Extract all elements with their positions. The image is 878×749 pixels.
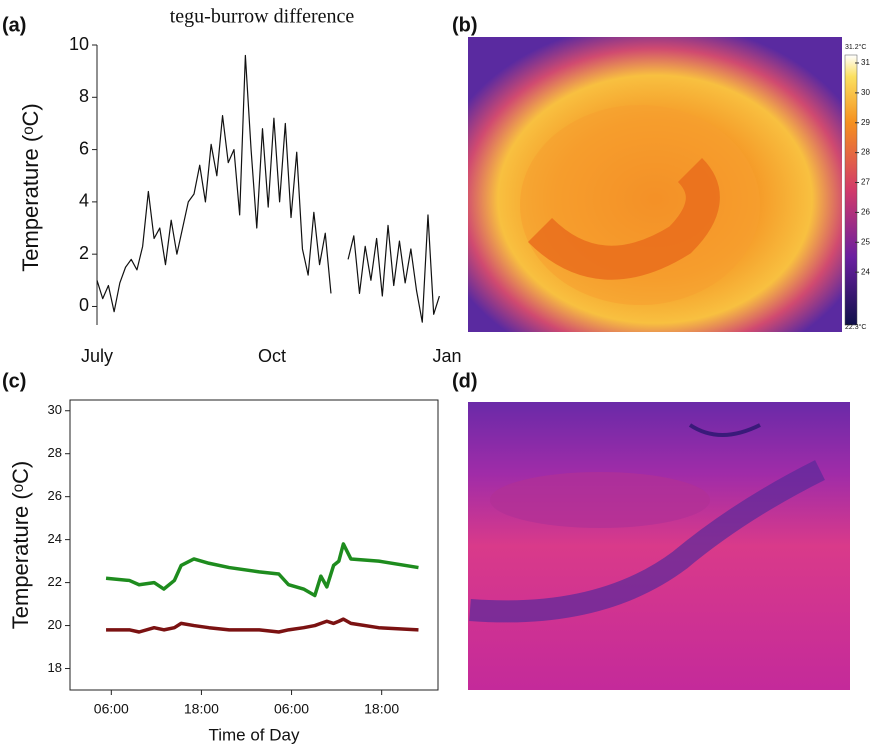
x-tick-label: 18:00 (364, 701, 399, 717)
panel-label: (c) (2, 370, 26, 392)
y-tick-label: 4 (79, 191, 89, 211)
x-tick-label: Oct (258, 346, 286, 366)
y-tick-label: 26 (48, 488, 62, 503)
x-tick-label: 06:00 (274, 701, 309, 717)
data-line (347, 214, 440, 323)
y-tick-label: 10 (69, 34, 89, 54)
colorbar-tick-label: 25 (861, 237, 870, 246)
thermal-image (468, 402, 850, 690)
y-tick-label: 24 (48, 531, 62, 546)
colorbar-tick-label: 30 (861, 88, 870, 97)
y-tick-label: 8 (79, 86, 89, 106)
x-tick-label: 18:00 (184, 701, 219, 717)
y-tick-label: 22 (48, 574, 62, 589)
colorbar-tick-label: 29 (861, 118, 870, 127)
colorbar-tick-label: 31 (861, 58, 870, 67)
lizard-body (490, 472, 710, 528)
panel-label: (a) (2, 14, 26, 36)
colorbar-min-label: 22.3°C (845, 323, 866, 331)
y-tick-label: 0 (79, 295, 89, 315)
colorbar-max-label: 31.2°C (845, 43, 866, 51)
x-axis-label: Time of Day (208, 725, 300, 744)
data-line (106, 617, 419, 634)
colorbar-tick-label: 28 (861, 148, 870, 157)
colorbar-tick-label: 27 (861, 178, 870, 187)
y-tick-label: 2 (79, 243, 89, 263)
plot-frame (69, 399, 439, 691)
y-tick-label: 30 (48, 402, 62, 417)
burrow-edge (688, 423, 761, 437)
lizard-shape (527, 157, 720, 280)
panel-label: (b) (452, 14, 478, 36)
x-tick-label: July (81, 346, 113, 366)
colorbar (844, 54, 858, 326)
lizard-tail (469, 460, 825, 623)
panel-label: (d) (452, 370, 478, 392)
data-line (96, 54, 332, 313)
colorbar-tick-label: 26 (861, 208, 870, 217)
y-axis-label: Temperature (ᵒC) (18, 103, 43, 271)
y-tick-label: 6 (79, 138, 89, 158)
x-tick-label: 06:00 (94, 701, 129, 717)
y-tick-label: 20 (48, 617, 62, 632)
y-tick-label: 18 (48, 660, 62, 675)
chart-title: tegu-burrow difference (170, 6, 355, 28)
colorbar-tick-label: 24 (861, 267, 870, 276)
x-tick-label: Jan (432, 346, 461, 366)
y-axis-label: Temperature (ᵒC) (8, 461, 33, 629)
data-line (105, 542, 419, 598)
y-tick-label: 28 (48, 445, 62, 460)
